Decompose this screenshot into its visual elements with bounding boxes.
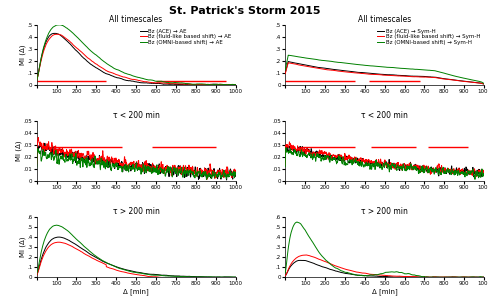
Title: All timescales: All timescales: [357, 15, 410, 24]
Text: St. Patrick's Storm 2015: St. Patrick's Storm 2015: [168, 6, 320, 16]
X-axis label: Δ [min]: Δ [min]: [371, 288, 397, 294]
Title: τ > 200 min: τ > 200 min: [112, 207, 159, 216]
Title: τ < 200 min: τ < 200 min: [112, 111, 159, 120]
Y-axis label: MI (Δ): MI (Δ): [20, 44, 26, 65]
Legend: Bz (ACE) → AE, Bz (fluid-like based shift) → AE, Bz (OMNI-based shift) → AE: Bz (ACE) → AE, Bz (fluid-like based shif…: [139, 27, 232, 46]
Y-axis label: MI (Δ): MI (Δ): [16, 141, 22, 161]
Title: All timescales: All timescales: [109, 15, 163, 24]
Y-axis label: MI (Δ): MI (Δ): [20, 237, 26, 257]
Title: τ < 200 min: τ < 200 min: [361, 111, 407, 120]
Title: τ > 200 min: τ > 200 min: [361, 207, 407, 216]
X-axis label: Δ [min]: Δ [min]: [123, 288, 149, 294]
Legend: Bz (ACE) → Sym-H, Bz (fluid-like based shift) → Sym-H, Bz (OMNI-based shift) → S: Bz (ACE) → Sym-H, Bz (fluid-like based s…: [375, 27, 480, 46]
